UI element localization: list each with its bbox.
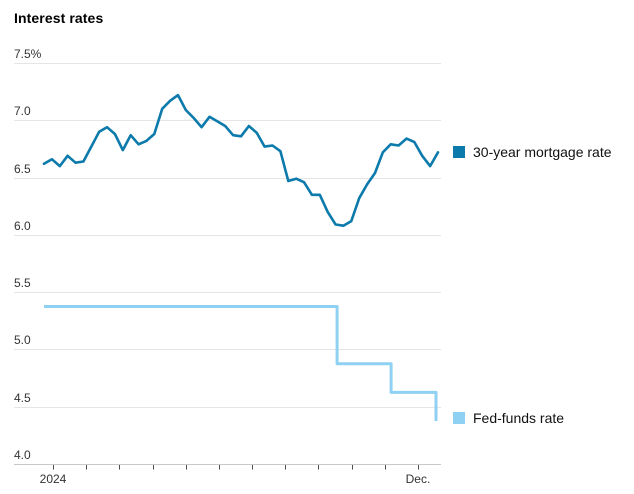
legend-mortgage: 30-year mortgage rate <box>453 144 612 160</box>
mortgage-swatch-icon <box>453 146 465 158</box>
svg-text:4.0: 4.0 <box>14 448 31 462</box>
svg-text:2024: 2024 <box>40 472 67 486</box>
mortgage-legend-label: 30-year mortgage rate <box>473 144 612 160</box>
svg-text:6.5: 6.5 <box>14 162 31 176</box>
legend-fed: Fed-funds rate <box>453 410 564 426</box>
svg-text:5.5: 5.5 <box>14 276 31 290</box>
fed-swatch-icon <box>453 412 465 424</box>
svg-text:5.0: 5.0 <box>14 333 31 347</box>
svg-text:6.0: 6.0 <box>14 219 31 233</box>
svg-text:7.5%: 7.5% <box>14 47 42 61</box>
fed-legend-label: Fed-funds rate <box>473 410 565 426</box>
svg-text:4.5: 4.5 <box>14 391 31 405</box>
svg-text:7.0: 7.0 <box>14 104 31 118</box>
chart-title: Interest rates <box>14 10 104 26</box>
svg-text:Dec.: Dec. <box>406 472 431 486</box>
